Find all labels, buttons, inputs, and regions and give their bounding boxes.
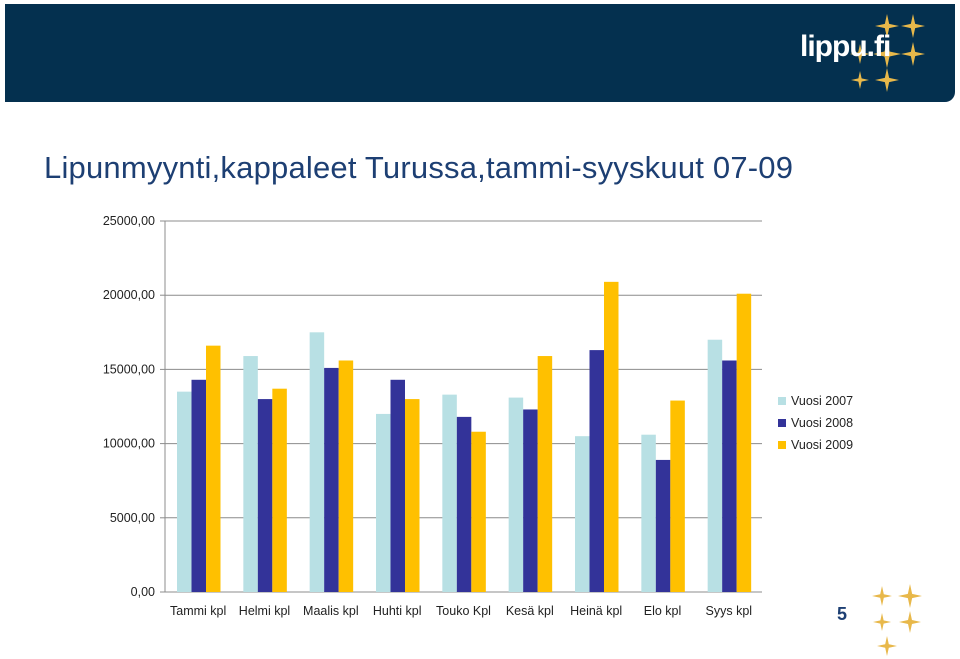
legend-label-2007: Vuosi 2007	[791, 394, 854, 408]
bar-1-8	[641, 434, 656, 592]
x-tick-label: Tammi kpl	[170, 604, 226, 618]
bar-3-8	[670, 400, 685, 592]
x-tick-label: Maalis kpl	[303, 604, 359, 618]
star-icon	[875, 14, 899, 38]
slide-title: Lipunmyynti,kappaleet Turussa,tammi-syys…	[44, 150, 794, 185]
x-tick-label: Syys kpl	[706, 604, 753, 618]
star-icon	[899, 611, 921, 633]
star-icon	[873, 40, 901, 68]
legend-swatch-2009	[778, 441, 786, 449]
page-number: 5	[837, 604, 848, 624]
legend-label-2008: Vuosi 2008	[791, 416, 854, 430]
star-icon	[873, 613, 891, 631]
bar-1-2	[243, 356, 258, 592]
bar-3-1	[206, 345, 221, 592]
x-tick-label: Kesä kpl	[506, 604, 554, 618]
y-tick-label: 5000,00	[110, 511, 155, 525]
bar-2-5	[456, 416, 472, 592]
bar-3-4	[405, 399, 420, 592]
x-tick-label: Elo kpl	[644, 604, 682, 618]
star-icon	[877, 636, 897, 656]
header-banner	[5, 4, 955, 102]
bar-3-5	[471, 431, 486, 592]
legend-item-2008: Vuosi 2008	[778, 412, 853, 434]
bar-3-9	[736, 293, 752, 592]
bar-1-4	[376, 413, 391, 592]
bar-3-6	[537, 356, 553, 592]
bar-2-1	[191, 379, 206, 592]
chart-legend: Vuosi 2007 Vuosi 2008 Vuosi 2009	[778, 390, 853, 456]
y-tick-label: 0,00	[131, 585, 155, 599]
star-cluster-icon	[850, 14, 925, 92]
legend-swatch-2007	[778, 397, 786, 405]
bar-2-2	[257, 399, 273, 592]
x-tick-label: Touko Kpl	[436, 604, 491, 618]
star-icon	[901, 42, 925, 66]
legend-item-2007: Vuosi 2007	[778, 390, 853, 412]
star-icon	[851, 71, 869, 89]
bar-2-8	[655, 459, 671, 592]
y-tick-label: 20000,00	[103, 288, 155, 302]
y-tick-label: 15000,00	[103, 362, 155, 376]
star-icon	[901, 14, 925, 38]
legend-label-2009: Vuosi 2009	[791, 438, 854, 452]
star-cluster-bottom-icon	[872, 584, 922, 656]
star-icon	[875, 68, 899, 92]
legend-swatch-2008	[778, 419, 786, 427]
x-tick-label: Heinä kpl	[570, 604, 622, 618]
bar-2-7	[589, 350, 604, 592]
bar-1-7	[575, 436, 590, 592]
star-icon	[898, 584, 922, 608]
y-tick-label: 25000,00	[103, 214, 155, 228]
bar-2-4	[390, 379, 405, 592]
bar-1-6	[508, 397, 524, 592]
x-tick-label: Helmi kpl	[239, 604, 290, 618]
bar-2-6	[523, 409, 538, 592]
bar-3-7	[604, 281, 619, 592]
y-tick-label: 10000,00	[103, 437, 155, 451]
bar-3-2	[272, 388, 287, 592]
bar-1-1	[177, 391, 192, 592]
legend-item-2009: Vuosi 2009	[778, 434, 853, 456]
logo-text: lippu.fi	[800, 30, 891, 63]
bar-1-3	[309, 332, 325, 592]
star-icon	[872, 586, 892, 606]
bar-2-3	[324, 367, 339, 592]
x-tick-label: Huhti kpl	[373, 604, 422, 618]
bar-2-9	[722, 360, 737, 592]
bar-3-3	[338, 360, 354, 592]
bar-1-5	[442, 394, 457, 592]
bar-1-9	[707, 339, 723, 592]
star-icon	[850, 44, 870, 64]
